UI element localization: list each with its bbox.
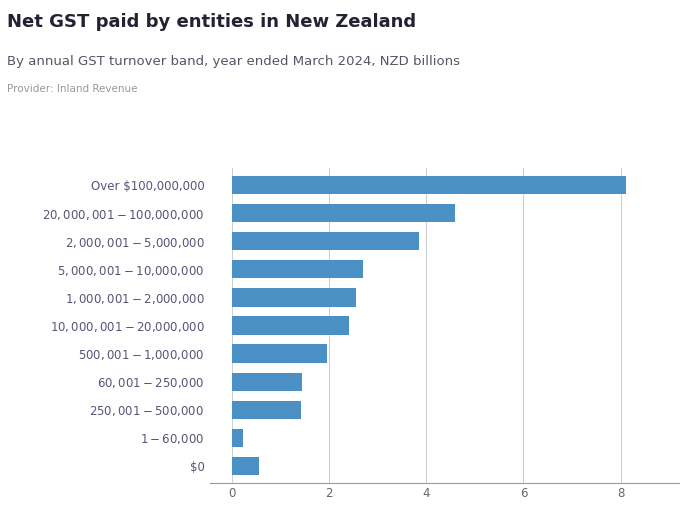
Bar: [232, 429, 243, 447]
Bar: [232, 373, 302, 391]
Text: By annual GST turnover band, year ended March 2024, NZD billions: By annual GST turnover band, year ended …: [7, 55, 460, 68]
Bar: [232, 288, 356, 307]
Bar: [232, 401, 301, 419]
Text: Provider: Inland Revenue: Provider: Inland Revenue: [7, 84, 137, 94]
Bar: [232, 260, 363, 278]
Bar: [232, 232, 419, 250]
Text: figure.nz: figure.nz: [573, 16, 657, 34]
Bar: [232, 176, 626, 194]
Bar: [232, 344, 327, 363]
Text: Net GST paid by entities in New Zealand: Net GST paid by entities in New Zealand: [7, 13, 416, 31]
Bar: [232, 317, 349, 334]
Bar: [232, 204, 456, 222]
Bar: [232, 457, 258, 475]
